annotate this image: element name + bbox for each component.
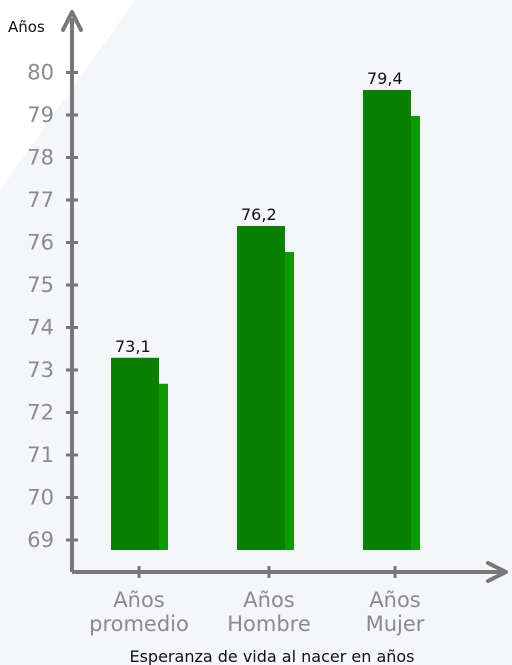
y-tick-label: 80 <box>27 61 54 85</box>
y-tick-label: 78 <box>27 146 54 170</box>
bar-value-label: 76,2 <box>241 205 277 224</box>
x-axis-arrow <box>486 561 508 583</box>
bar-shadow <box>285 252 294 550</box>
x-category-label: Años promedio <box>89 588 189 636</box>
x-category-label-line: promedio <box>89 612 189 636</box>
x-category-label-line: Hombre <box>227 612 311 636</box>
axes <box>61 10 508 583</box>
y-tick-label: 74 <box>27 316 54 340</box>
y-tick-label: 77 <box>27 188 54 212</box>
y-tick-label: 72 <box>27 401 54 425</box>
bar-shadow <box>159 383 168 550</box>
x-category-label-line: Mujer <box>366 612 425 636</box>
y-axis-title: Años <box>8 18 45 36</box>
y-tick-label: 73 <box>27 358 54 382</box>
bars: 73,1 76,2 79,4 <box>111 69 420 550</box>
bar-shadow <box>411 116 420 550</box>
y-tick-label: 79 <box>27 103 54 127</box>
background-shape <box>0 0 135 190</box>
bar <box>363 90 411 550</box>
bar-value-label: 79,4 <box>367 69 403 88</box>
y-tick-label: 75 <box>27 273 54 297</box>
y-tick-label: 69 <box>27 528 54 552</box>
x-axis-title: Esperanza de vida al nacer en años <box>129 647 414 665</box>
y-tick-label: 76 <box>27 231 54 255</box>
y-ticks: 69 70 71 72 73 74 75 76 77 78 79 80 <box>27 61 78 552</box>
x-category-label: Años Hombre <box>227 588 311 636</box>
x-category-label-line: Años <box>113 588 164 612</box>
y-tick-label: 70 <box>27 486 54 510</box>
x-category-label: Años Mujer <box>366 588 425 636</box>
y-axis-arrow <box>61 10 83 32</box>
x-category-label-line: Años <box>369 588 420 612</box>
bar-value-label: 73,1 <box>115 337 151 356</box>
y-tick-label: 71 <box>27 443 54 467</box>
x-category-label-line: Años <box>243 588 294 612</box>
bar <box>111 357 159 550</box>
bar <box>237 226 285 550</box>
